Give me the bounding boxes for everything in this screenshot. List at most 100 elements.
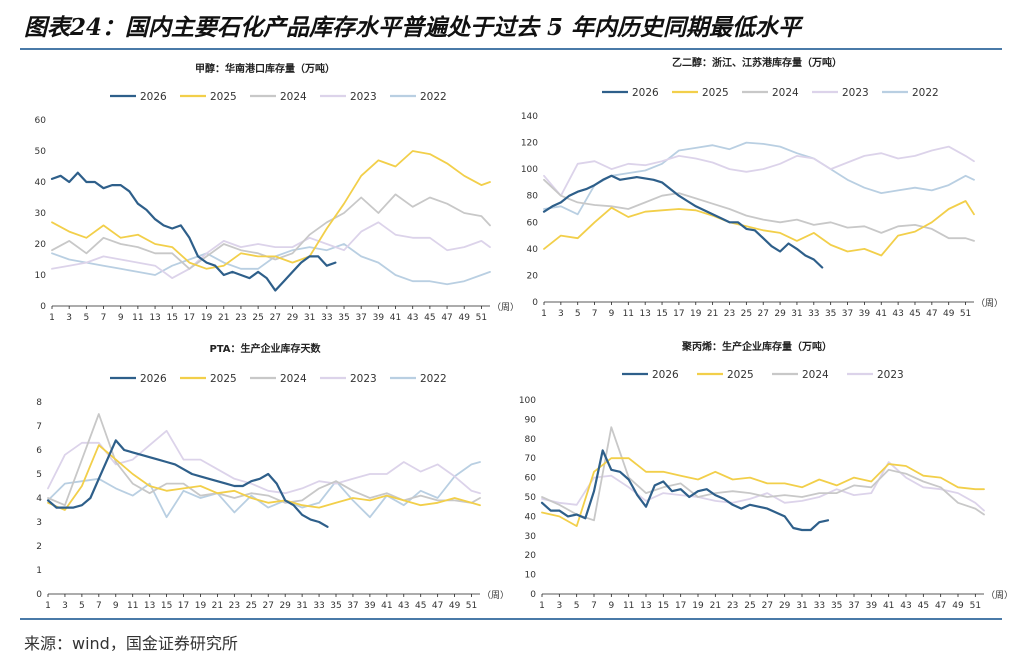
x-tick-label: 51 [970, 601, 981, 611]
x-tick-label: 33 [313, 601, 324, 611]
x-tick-label: 21 [212, 601, 223, 611]
y-tick-label: 40 [527, 245, 539, 255]
x-tick-label: 3 [558, 309, 564, 319]
x-tick-label: 17 [178, 601, 189, 611]
chart-title: 聚丙烯：生产企业库存量（万吨） [681, 340, 832, 353]
y-tick-label: 40 [35, 178, 47, 188]
x-tick-label: 39 [364, 601, 376, 611]
x-tick-label: 41 [876, 309, 887, 319]
x-tick-label: 27 [270, 313, 281, 323]
y-tick-label: 2 [36, 542, 42, 552]
y-tick-label: 140 [521, 112, 538, 122]
legend-label-2025: 2025 [210, 373, 237, 385]
series-line-2022 [543, 141, 975, 216]
legend-label-2024: 2024 [280, 91, 307, 103]
x-tick-label: 37 [842, 309, 853, 319]
x-tick-label: 9 [118, 313, 124, 323]
x-tick-label: 31 [791, 309, 802, 319]
bottom-divider [20, 618, 1002, 620]
x-tick-label: 25 [246, 601, 257, 611]
series-line-2026 [50, 171, 337, 292]
y-tick-label: 60 [527, 218, 539, 228]
legend-label-2025: 2025 [210, 91, 237, 103]
x-tick-label: 23 [724, 309, 735, 319]
x-tick-label: 47 [935, 601, 946, 611]
y-tick-label: 60 [35, 116, 47, 126]
x-tick-label: 15 [656, 309, 667, 319]
y-tick-label: 20 [527, 271, 539, 281]
legend-label-2022: 2022 [912, 87, 939, 99]
x-tick-label: 29 [779, 601, 791, 611]
x-tick-label: 25 [744, 601, 755, 611]
x-tick-label: 1 [49, 313, 55, 323]
series-line-2024 [543, 178, 975, 242]
y-tick-label: 30 [35, 209, 47, 219]
series-line-2023 [543, 145, 975, 197]
legend-label-2025: 2025 [702, 87, 729, 99]
x-tick-label: 39 [866, 601, 878, 611]
legend-label-2025: 2025 [727, 369, 754, 381]
x-tick-label: 11 [127, 601, 138, 611]
x-tick-label: 37 [848, 601, 859, 611]
x-tick-label: 13 [639, 309, 650, 319]
x-tick-label: 25 [252, 313, 263, 323]
y-tick-label: 120 [521, 139, 538, 149]
y-tick-label: 30 [525, 532, 537, 542]
x-tick-label: 9 [113, 601, 119, 611]
x-tick-label: 15 [167, 313, 178, 323]
x-tick-label: 11 [623, 601, 634, 611]
x-tick-label: 45 [415, 601, 426, 611]
series-line-2023 [541, 461, 985, 512]
x-axis-label: （周） [976, 298, 1003, 309]
y-tick-label: 10 [525, 571, 537, 581]
x-tick-label: 19 [690, 309, 702, 319]
y-tick-label: 90 [525, 415, 537, 425]
y-tick-label: 60 [525, 474, 537, 484]
series-line-2023 [51, 221, 491, 280]
y-tick-label: 100 [519, 396, 536, 406]
x-tick-label: 41 [381, 601, 392, 611]
series-line-2024 [47, 413, 481, 507]
figure-title: 图表24：国内主要石化产品库存水平普遍处于过去 5 年内历史同期最低水平 [24, 14, 802, 41]
x-tick-label: 43 [407, 313, 418, 323]
x-tick-label: 3 [66, 313, 72, 323]
x-tick-label: 3 [62, 601, 68, 611]
x-tick-label: 27 [757, 309, 768, 319]
x-tick-label: 15 [658, 601, 669, 611]
chart-pta: PTA：生产企业库存天数 2026 2025 2024 2023 2022 0 1 2 3 4 5 6 7… [20, 340, 510, 616]
x-tick-label: 39 [859, 309, 871, 319]
y-tick-label: 5 [36, 470, 42, 480]
x-tick-label: 29 [279, 601, 291, 611]
series-line-2026 [540, 449, 830, 532]
x-tick-label: 13 [144, 601, 155, 611]
series-line-2023 [47, 429, 481, 495]
x-tick-label: 17 [184, 313, 195, 323]
x-tick-label: 7 [592, 309, 598, 319]
x-tick-label: 51 [476, 313, 487, 323]
x-tick-label: 49 [459, 313, 471, 323]
x-tick-label: 17 [673, 309, 684, 319]
x-tick-label: 23 [727, 601, 738, 611]
x-tick-label: 41 [883, 601, 894, 611]
x-tick-label: 39 [373, 313, 385, 323]
series-line-2022 [47, 461, 481, 519]
chart-title: 乙二醇：浙江、江苏港库存量（万吨） [672, 56, 842, 69]
x-axis-label: （周） [986, 590, 1013, 601]
x-tick-label: 47 [432, 601, 443, 611]
x-tick-label: 27 [762, 601, 773, 611]
x-tick-label: 13 [640, 601, 651, 611]
chart-ethylene-glycol: 乙二醇：浙江、江苏港库存量（万吨） 2026 2025 2024 2023 2022 0 20… [512, 54, 1003, 330]
x-tick-label: 25 [741, 309, 752, 319]
x-tick-label: 9 [608, 601, 614, 611]
legend-label-2023: 2023 [350, 91, 377, 103]
legend-label-2023: 2023 [350, 373, 377, 385]
x-tick-label: 1 [45, 601, 51, 611]
x-tick-label: 45 [918, 601, 929, 611]
series-line-2025 [51, 150, 491, 270]
x-tick-label: 27 [263, 601, 274, 611]
chart-polypropylene: 聚丙烯：生产企业库存量（万吨） 2026 2025 2024 2023 0 10 20 30 40… [512, 338, 1013, 616]
x-tick-label: 7 [96, 601, 102, 611]
legend-label-2022: 2022 [420, 91, 447, 103]
y-tick-label: 80 [527, 192, 539, 202]
x-tick-label: 47 [926, 309, 937, 319]
